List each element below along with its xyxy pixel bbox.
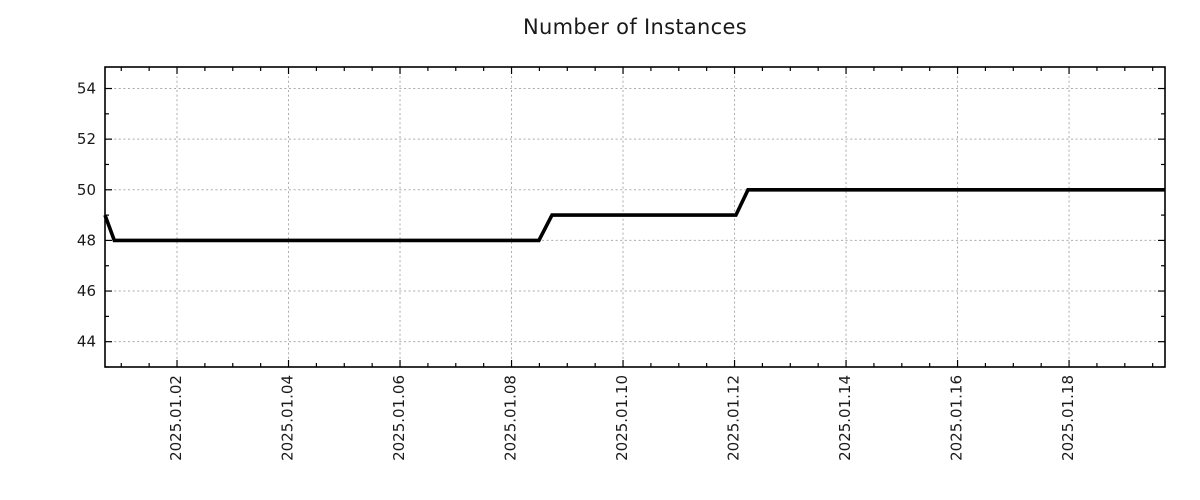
x-tick-label: 2025.01.18 [1059,375,1077,461]
y-tick-label: 54 [77,80,96,98]
x-tick-label: 2025.01.02 [167,375,185,461]
x-tick-label: 2025.01.04 [279,375,297,461]
data-line [103,188,1165,243]
x-tick-label: 2025.01.16 [948,375,966,461]
x-tick-label: 2025.01.12 [725,375,743,461]
y-tick-label: 48 [77,231,96,249]
x-tick-label: 2025.01.14 [836,375,854,461]
x-tick-label: 2025.01.06 [390,375,408,461]
x-tick-label: 2025.01.10 [613,375,631,461]
y-tick-label: 52 [77,130,96,148]
x-tick-label: 2025.01.08 [502,375,520,461]
y-tick-label: 44 [77,333,96,351]
y-tick-label: 46 [77,282,96,300]
plot-border [104,66,1166,368]
y-tick-label: 50 [77,181,96,199]
chart-title: Number of Instances [523,15,747,39]
